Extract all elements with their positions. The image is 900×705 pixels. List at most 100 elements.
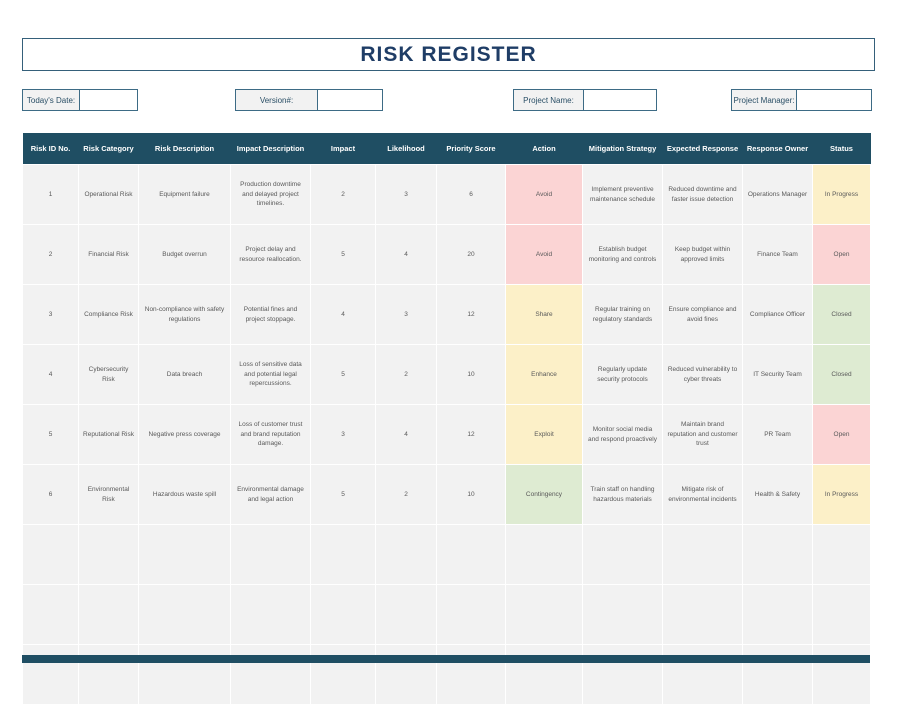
impact-cell[interactable]: 3 — [310, 404, 376, 465]
impact-cell[interactable]: 2 — [310, 164, 376, 225]
empty-cell[interactable] — [230, 644, 311, 705]
risk-id-cell[interactable]: 6 — [22, 464, 79, 525]
impact-description-cell[interactable]: Environmental damage and legal action — [230, 464, 311, 525]
risk-id-cell[interactable]: 2 — [22, 224, 79, 285]
expected-response-cell[interactable]: Reduced downtime and faster issue detect… — [662, 164, 743, 225]
empty-cell[interactable] — [742, 584, 813, 645]
empty-cell[interactable] — [742, 524, 813, 585]
version-input[interactable] — [318, 89, 383, 111]
empty-cell[interactable] — [375, 524, 437, 585]
empty-cell[interactable] — [375, 644, 437, 705]
category-cell[interactable]: Environmental Risk — [78, 464, 139, 525]
priority-score-cell[interactable]: 20 — [436, 224, 506, 285]
mitigation-cell[interactable]: Train staff on handling hazardous materi… — [582, 464, 663, 525]
owner-cell[interactable]: Health & Safety — [742, 464, 813, 525]
priority-score-cell[interactable]: 12 — [436, 284, 506, 345]
status-cell[interactable]: Open — [812, 404, 871, 465]
status-cell[interactable]: Closed — [812, 284, 871, 345]
likelihood-cell[interactable]: 4 — [375, 224, 437, 285]
category-cell[interactable]: Financial Risk — [78, 224, 139, 285]
empty-cell[interactable] — [310, 644, 376, 705]
empty-cell[interactable] — [436, 644, 506, 705]
impact-description-cell[interactable]: Loss of sensitive data and potential leg… — [230, 344, 311, 405]
empty-cell[interactable] — [582, 584, 663, 645]
empty-cell[interactable] — [78, 524, 139, 585]
empty-cell[interactable] — [22, 524, 79, 585]
owner-cell[interactable]: PR Team — [742, 404, 813, 465]
impact-cell[interactable]: 5 — [310, 344, 376, 405]
empty-cell[interactable] — [436, 524, 506, 585]
impact-description-cell[interactable]: Project delay and resource reallocation. — [230, 224, 311, 285]
expected-response-cell[interactable]: Mitigate risk of environmental incidents — [662, 464, 743, 525]
category-cell[interactable]: Compliance Risk — [78, 284, 139, 345]
description-cell[interactable]: Data breach — [138, 344, 231, 405]
priority-score-cell[interactable]: 6 — [436, 164, 506, 225]
empty-cell[interactable] — [812, 584, 871, 645]
expected-response-cell[interactable]: Keep budget within approved limits — [662, 224, 743, 285]
empty-cell[interactable] — [662, 524, 743, 585]
empty-cell[interactable] — [812, 644, 871, 705]
mitigation-cell[interactable]: Establish budget monitoring and controls — [582, 224, 663, 285]
status-cell[interactable]: In Progress — [812, 164, 871, 225]
category-cell[interactable]: Cybersecurity Risk — [78, 344, 139, 405]
empty-cell[interactable] — [138, 524, 231, 585]
likelihood-cell[interactable]: 2 — [375, 464, 437, 525]
empty-cell[interactable] — [505, 584, 583, 645]
empty-cell[interactable] — [230, 524, 311, 585]
action-cell[interactable]: Avoid — [505, 164, 583, 225]
project-name-input[interactable] — [584, 89, 657, 111]
action-cell[interactable]: Avoid — [505, 224, 583, 285]
empty-cell[interactable] — [310, 584, 376, 645]
mitigation-cell[interactable]: Implement preventive maintenance schedul… — [582, 164, 663, 225]
project-manager-input[interactable] — [797, 89, 872, 111]
risk-id-cell[interactable]: 5 — [22, 404, 79, 465]
impact-description-cell[interactable]: Production downtime and delayed project … — [230, 164, 311, 225]
empty-cell[interactable] — [22, 584, 79, 645]
empty-cell[interactable] — [78, 584, 139, 645]
expected-response-cell[interactable]: Ensure compliance and avoid fines — [662, 284, 743, 345]
empty-cell[interactable] — [582, 524, 663, 585]
priority-score-cell[interactable]: 10 — [436, 344, 506, 405]
description-cell[interactable]: Negative press coverage — [138, 404, 231, 465]
impact-cell[interactable]: 5 — [310, 224, 376, 285]
owner-cell[interactable]: IT Security Team — [742, 344, 813, 405]
empty-cell[interactable] — [138, 644, 231, 705]
empty-cell[interactable] — [436, 584, 506, 645]
owner-cell[interactable]: Finance Team — [742, 224, 813, 285]
empty-cell[interactable] — [812, 524, 871, 585]
risk-id-cell[interactable]: 1 — [22, 164, 79, 225]
impact-cell[interactable]: 4 — [310, 284, 376, 345]
action-cell[interactable]: Exploit — [505, 404, 583, 465]
empty-cell[interactable] — [310, 524, 376, 585]
owner-cell[interactable]: Operations Manager — [742, 164, 813, 225]
description-cell[interactable]: Hazardous waste spill — [138, 464, 231, 525]
empty-cell[interactable] — [375, 584, 437, 645]
empty-cell[interactable] — [662, 584, 743, 645]
impact-cell[interactable]: 5 — [310, 464, 376, 525]
expected-response-cell[interactable]: Maintain brand reputation and customer t… — [662, 404, 743, 465]
todays-date-input[interactable] — [80, 89, 138, 111]
impact-description-cell[interactable]: Loss of customer trust and brand reputat… — [230, 404, 311, 465]
status-cell[interactable]: Closed — [812, 344, 871, 405]
description-cell[interactable]: Equipment failure — [138, 164, 231, 225]
empty-cell[interactable] — [505, 524, 583, 585]
expected-response-cell[interactable]: Reduced vulnerability to cyber threats — [662, 344, 743, 405]
action-cell[interactable]: Enhance — [505, 344, 583, 405]
action-cell[interactable]: Contingency — [505, 464, 583, 525]
status-cell[interactable]: Open — [812, 224, 871, 285]
owner-cell[interactable]: Compliance Officer — [742, 284, 813, 345]
action-cell[interactable]: Share — [505, 284, 583, 345]
description-cell[interactable]: Budget overrun — [138, 224, 231, 285]
empty-cell[interactable] — [230, 584, 311, 645]
impact-description-cell[interactable]: Potential fines and project stoppage. — [230, 284, 311, 345]
empty-cell[interactable] — [505, 644, 583, 705]
risk-id-cell[interactable]: 3 — [22, 284, 79, 345]
status-cell[interactable]: In Progress — [812, 464, 871, 525]
likelihood-cell[interactable]: 4 — [375, 404, 437, 465]
likelihood-cell[interactable]: 3 — [375, 284, 437, 345]
priority-score-cell[interactable]: 10 — [436, 464, 506, 525]
category-cell[interactable]: Operational Risk — [78, 164, 139, 225]
category-cell[interactable]: Reputational Risk — [78, 404, 139, 465]
priority-score-cell[interactable]: 12 — [436, 404, 506, 465]
risk-id-cell[interactable]: 4 — [22, 344, 79, 405]
